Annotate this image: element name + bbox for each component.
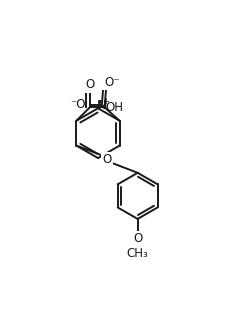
Text: CH₃: CH₃	[127, 247, 149, 260]
Text: OH: OH	[105, 101, 123, 114]
Text: +: +	[102, 97, 109, 106]
Text: O: O	[85, 78, 94, 91]
Text: O: O	[102, 153, 112, 166]
Text: O: O	[133, 232, 142, 245]
Text: O⁻: O⁻	[105, 76, 120, 89]
Text: ⁻O: ⁻O	[70, 98, 86, 111]
Text: N: N	[97, 99, 107, 111]
